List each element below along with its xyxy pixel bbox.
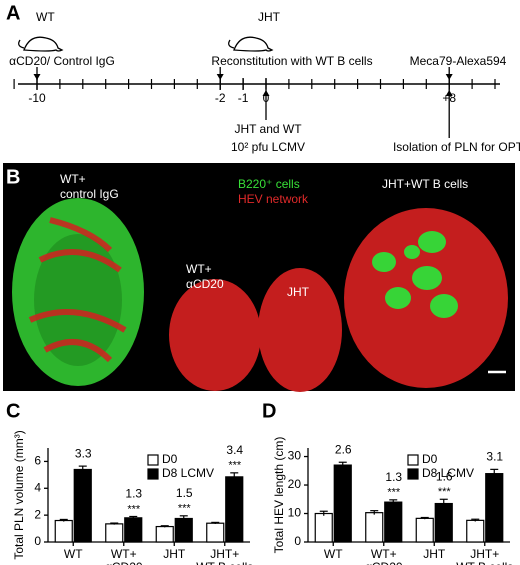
- label: WT+: [60, 172, 86, 186]
- bar: [466, 519, 485, 543]
- legend-swatch: [147, 454, 159, 466]
- bar: [73, 468, 92, 543]
- x-tick-label: WT+αCD20: [105, 547, 143, 565]
- significance: ***: [127, 503, 141, 515]
- fold-change: 3.4: [226, 443, 243, 457]
- fold-change: 2.6: [335, 442, 352, 456]
- panel-letter: B: [6, 166, 20, 188]
- label: αCD20: [186, 277, 224, 291]
- arrowhead: [262, 90, 270, 96]
- label: control IgG: [60, 187, 119, 201]
- legend-label: D0: [422, 452, 438, 466]
- bar: [415, 517, 434, 543]
- fold-change: 3.1: [486, 450, 503, 464]
- y-tick-label: 30: [288, 449, 302, 463]
- bar: [384, 501, 403, 543]
- tick-label: -2: [215, 91, 226, 105]
- panel-letter: A: [6, 2, 20, 24]
- label: Reconstitution with WT B cells: [211, 54, 372, 68]
- x-tick-label: JHT: [423, 547, 446, 561]
- bar: [314, 512, 333, 543]
- bar: [434, 502, 453, 543]
- significance: ***: [228, 460, 242, 472]
- label: JHT: [258, 10, 281, 24]
- bar: [124, 517, 143, 543]
- x-tick-label: WT: [64, 547, 83, 561]
- legend-label: B220⁺ cells: [238, 177, 300, 191]
- arrowhead: [445, 74, 453, 80]
- bar: [365, 512, 384, 543]
- arrowhead: [445, 90, 453, 96]
- label: Meca79-Alexa594: [410, 54, 507, 68]
- label: 10² pfu LCMV: [231, 140, 305, 154]
- label: JHT and WT: [234, 122, 302, 136]
- legend-swatch: [407, 468, 419, 480]
- y-tick-label: 4: [34, 480, 41, 494]
- y-tick-label: 0: [34, 534, 41, 548]
- legend-label: HEV network: [238, 192, 309, 206]
- legend-swatch: [147, 468, 159, 480]
- arrowhead: [33, 74, 41, 80]
- bar: [155, 525, 174, 543]
- mouse-icon: [18, 36, 64, 52]
- tick-label: -1: [238, 91, 249, 105]
- y-axis-title: Total PLN volume (mm³): [12, 430, 26, 559]
- significance: ***: [178, 503, 192, 515]
- y-tick-label: 0: [294, 534, 301, 548]
- mouse-icon: [228, 36, 274, 52]
- label: αCD20/ Control IgG: [9, 54, 115, 68]
- bar: [174, 517, 193, 543]
- fold-change: 1.5: [176, 486, 193, 500]
- x-tick-label: WT+αCD20: [365, 547, 403, 565]
- fold-change: 1.6: [436, 469, 453, 483]
- bar: [105, 523, 124, 543]
- bar: [206, 522, 225, 543]
- lymph-node-image: [12, 198, 508, 392]
- significance: ***: [387, 487, 401, 499]
- bar: [333, 464, 352, 543]
- label: JHT: [287, 285, 310, 299]
- legend-label: D8 LCMV: [422, 466, 474, 480]
- fold-change: 3.3: [75, 446, 92, 460]
- y-tick-label: 6: [34, 454, 41, 468]
- significance: ***: [438, 486, 452, 498]
- legend-label: D0: [162, 452, 178, 466]
- label: Isolation of PLN for OPT: [393, 140, 520, 154]
- x-tick-label: JHT+WT B cells: [196, 547, 253, 565]
- x-tick-label: JHT: [163, 547, 186, 561]
- y-tick-label: 10: [288, 506, 302, 520]
- tick-label: -10: [28, 91, 46, 105]
- fold-change: 1.3: [125, 487, 142, 501]
- arrowhead: [216, 74, 224, 80]
- bar: [485, 473, 504, 543]
- panel-letter: C: [6, 400, 20, 422]
- label: JHT+WT B cells: [382, 177, 468, 191]
- bar: [225, 476, 244, 543]
- y-tick-label: 20: [288, 477, 302, 491]
- bar: [54, 519, 73, 543]
- y-tick-label: 2: [34, 507, 41, 521]
- x-tick-label: JHT+WT B cells: [456, 547, 513, 565]
- panel-letter: D: [262, 400, 276, 422]
- x-tick-label: WT: [324, 547, 343, 561]
- y-axis-title: Total HEV length (cm): [272, 437, 286, 554]
- legend-label: D8 LCMV: [162, 466, 214, 480]
- fold-change: 1.3: [385, 470, 402, 484]
- label: WT: [36, 10, 55, 24]
- legend-swatch: [407, 454, 419, 466]
- label: WT+: [186, 262, 212, 276]
